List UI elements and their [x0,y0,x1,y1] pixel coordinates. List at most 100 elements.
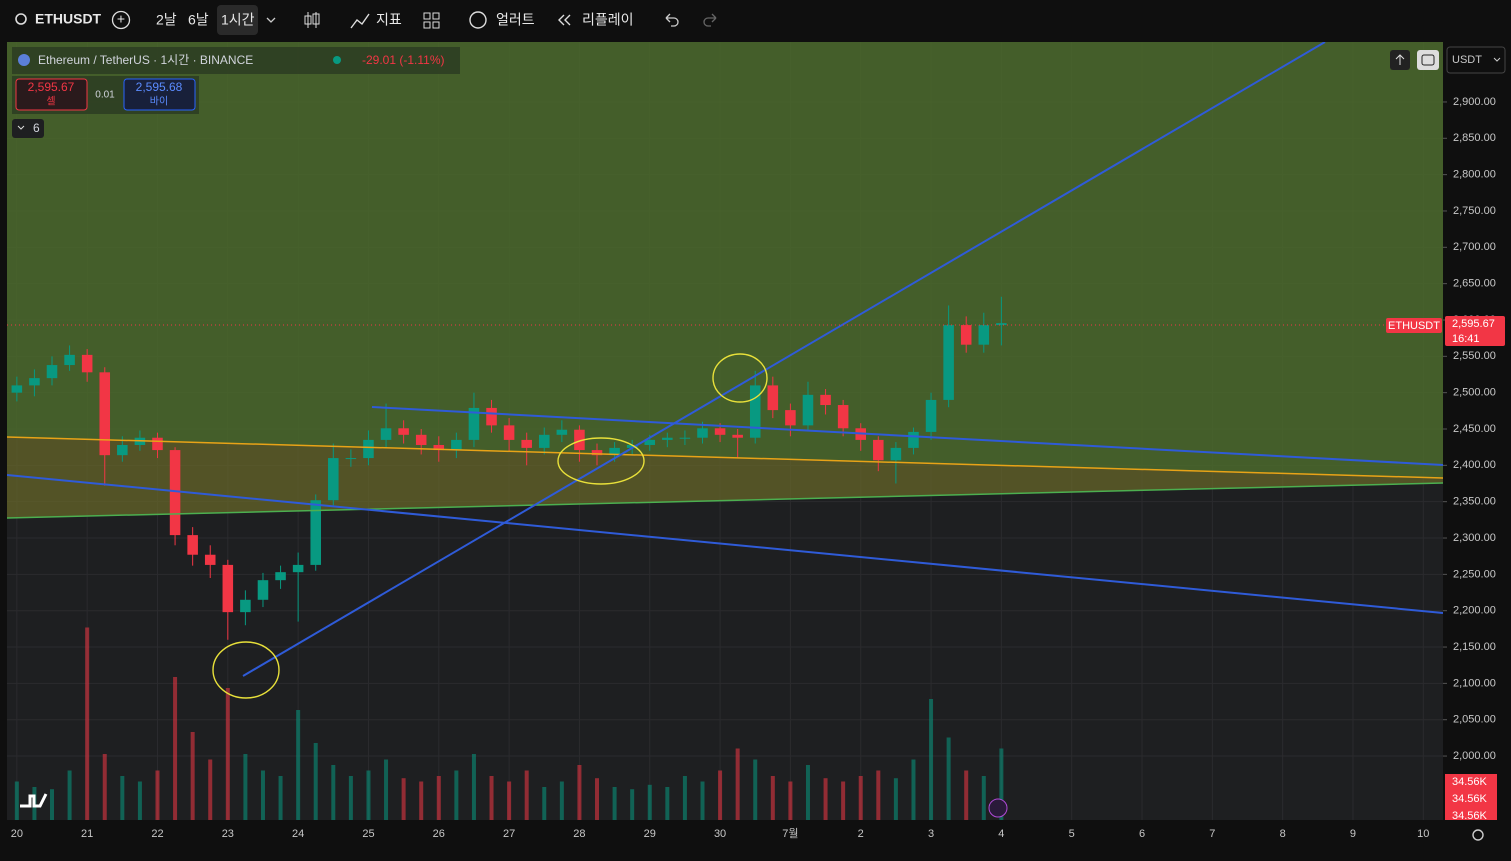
volume-bar [770,776,775,820]
candle-body [204,554,216,565]
reset-icon[interactable] [1421,54,1435,66]
trend-line[interactable] [371,406,1443,466]
candle-body [46,365,58,379]
candle-body [802,394,814,426]
events-icon[interactable] [988,798,1008,818]
candle-body [908,431,919,448]
change: -29.01 (-1.11%) [362,53,444,67]
volume-bar [577,765,582,820]
candle-body [257,580,269,600]
symbol[interactable]: ETHUSDT [35,11,102,27]
highlight-circle[interactable] [557,437,645,485]
sell-label[interactable]: 셀 [46,96,55,108]
interval[interactable]: 1시간 [221,12,255,28]
x-tick-label: 28 [573,828,585,840]
indicator-toggle-bg[interactable] [12,119,44,138]
x-tick-label: 4 [998,828,1004,840]
y-tick-label: 2,400.00 [1453,459,1496,471]
candle-body [363,439,374,459]
volume-bar [278,776,283,820]
chart-type[interactable] [304,12,320,28]
candle-body [591,450,603,456]
volume-bar [85,627,90,820]
add-icon[interactable]: + [117,11,125,27]
candle-body [556,429,568,435]
volume-bar [823,778,828,820]
volume-bar [155,770,160,820]
highlight-circle[interactable] [212,641,280,699]
trend-line[interactable] [7,482,1443,519]
indicator-toggle-icon[interactable] [17,125,25,130]
indicators-icon[interactable] [350,13,370,29]
candle-body [662,437,673,440]
highlight-circle[interactable] [712,353,768,403]
candle-body [398,428,409,435]
indicators[interactable]: 지표 [376,12,402,28]
search-icon[interactable] [15,13,27,25]
trend-line[interactable] [242,42,1326,677]
alert-icon[interactable] [469,11,487,29]
templates[interactable] [423,12,440,29]
volume-bar [331,765,336,820]
candle-body [503,425,515,440]
volume-bar [559,781,564,820]
volume-bar [471,754,476,820]
candle-body [609,447,620,456]
volume-bar [507,781,512,820]
undo[interactable] [665,13,679,27]
replay[interactable]: 리플레이 [582,12,634,28]
add-symbol[interactable] [111,10,131,30]
volume-bar [876,770,881,820]
candle-body [714,428,726,435]
y-tick-label: 2,650.00 [1453,278,1496,290]
trend-line[interactable] [7,436,1443,479]
time-scale [0,820,1511,848]
volume-bar [436,776,441,820]
series-title[interactable]: Ethereum / TetherUS · 1시간 · BINANCE [38,53,253,67]
currency[interactable]: USDT [1452,54,1482,66]
candle-body [749,385,761,438]
volume-label: 34.56K [1452,793,1488,805]
reset-button[interactable] [1417,50,1439,70]
volume-bar [612,787,617,820]
volume-bar [753,759,758,820]
spread: 0.01 [95,90,115,101]
market-status [333,56,341,64]
currency-menu[interactable] [1493,57,1501,62]
trend-line[interactable] [7,474,1443,614]
toolbar: ETHUSDT + 2날 6날 1시간 지표 얼러트 리플레이 [15,5,717,35]
scroll-icon[interactable] [1395,54,1405,65]
candle-body [187,535,198,555]
buy-label[interactable]: 바이 [150,96,168,108]
buy-button[interactable] [123,78,196,111]
redo[interactable] [703,13,717,27]
settings[interactable] [1472,829,1484,841]
indicator-count[interactable]: 6 [33,121,40,135]
candle-body [925,399,937,432]
volume-bar [208,759,213,820]
interval-menu[interactable] [266,17,276,23]
volume-bar [858,776,863,820]
x-tick-label: 9 [1350,828,1356,840]
legend-bg [12,47,460,74]
candle-body [275,572,286,581]
sell-button[interactable] [15,78,88,111]
alerts[interactable]: 얼러트 [496,12,535,28]
interval[interactable]: 6날 [188,12,209,28]
candle-body [292,564,304,573]
interval[interactable]: 2날 [156,12,177,28]
currency-select[interactable] [1446,46,1506,74]
candle-body [820,394,831,406]
replay-icon[interactable] [558,14,571,26]
candle-body [328,458,339,501]
volume-bar [929,699,934,820]
volume-bar [454,770,459,820]
sell-price[interactable]: 2,595.67 [28,80,75,94]
candle-body [943,325,954,400]
buy-price[interactable]: 2,595.68 [136,80,183,94]
volume-bar [946,737,951,820]
candle-body [626,444,638,448]
candle-body [451,439,462,451]
volume-bar [964,770,969,820]
candle-body [310,500,321,565]
